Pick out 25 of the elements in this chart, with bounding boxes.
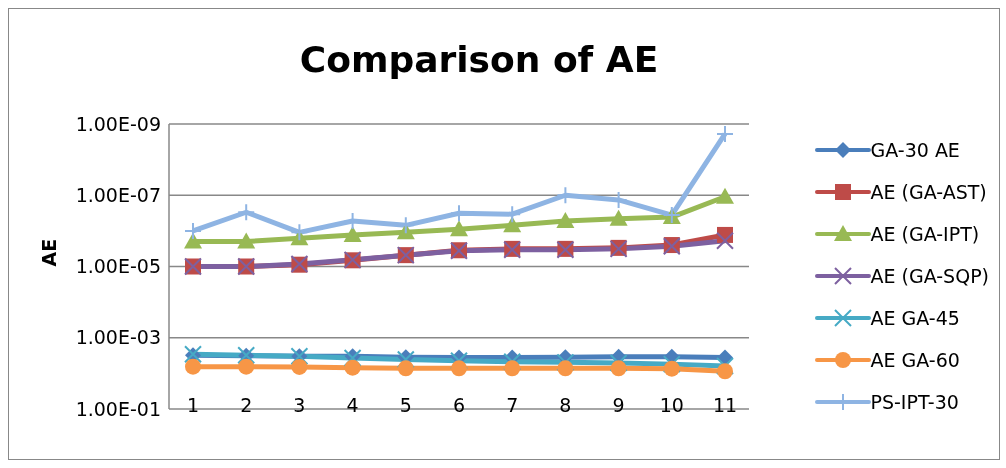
legend-label: AE (GA-SQP) [870,265,989,287]
x-tick-label: 10 [659,394,684,417]
x-tick-label: 4 [346,394,359,417]
legend-label: GA-30 AE [870,139,960,161]
legend-label: AE (GA-IPT) [870,223,980,245]
y-tick-label: 1.00E-03 [75,326,161,349]
x-tick-label: 5 [399,394,412,417]
legend-label: AE (GA-AST) [870,181,987,203]
x-tick-label: 8 [559,394,572,417]
x-tick-label: 1 [186,394,200,417]
x-tick-label: 11 [712,394,738,417]
x-tick-label: 3 [293,394,306,417]
legend-label: AE GA-45 [870,307,960,329]
x-tick-label: 9 [612,394,625,417]
y-axis-title: AE [37,238,60,267]
x-tick-label: 2 [240,394,253,417]
y-tick-label: 1.00E-07 [75,183,161,206]
x-tick-label: 6 [452,394,466,417]
x-tick-label: 7 [506,394,519,417]
chart-title: Comparison of AE [298,39,660,80]
legend-label: AE GA-60 [870,349,960,371]
y-tick-label: 1.00E-09 [75,112,161,135]
y-tick-label: 1.00E-05 [75,255,161,278]
legend-label: PS-IPT-30 [870,391,959,413]
y-tick-label: 1.00E-01 [75,397,161,420]
